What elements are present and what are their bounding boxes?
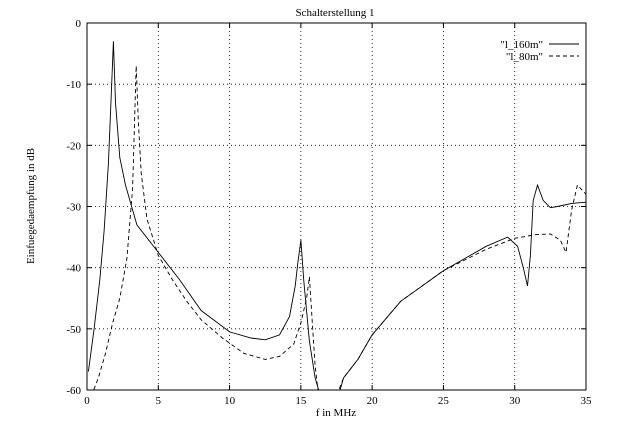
y-tick-label: 0 — [76, 18, 82, 30]
x-tick-label: 25 — [438, 395, 450, 407]
x-tick-label: 10 — [224, 395, 236, 407]
series-layer — [87, 41, 586, 390]
x-tick-label: 35 — [581, 395, 593, 407]
y-tick-label: -30 — [66, 202, 81, 214]
x-tick-label: 30 — [509, 395, 521, 407]
x-tick-label: 0 — [84, 395, 90, 407]
axis-ticks: 0 5 10 15 20 25 30 35 0 -10 -20 -30 -40 -50 -60 — [66, 18, 592, 407]
series-line-2 — [93, 65, 586, 390]
y-tick-label: -20 — [66, 140, 81, 152]
y-tick-label: -10 — [66, 79, 81, 91]
y-tick-label: -40 — [66, 263, 81, 275]
x-tick-label: 15 — [295, 395, 307, 407]
legend: "l_160m""l_80m" — [500, 39, 579, 63]
legend-label: "l_80m" — [506, 51, 543, 63]
chart-title: Schalterstellung 1 — [295, 7, 374, 19]
legend-label: "l_160m" — [500, 39, 543, 51]
x-axis-label: f in MHz — [316, 407, 356, 419]
x-tick-label: 5 — [156, 395, 162, 407]
y-tick-label: -50 — [66, 324, 81, 336]
y-axis-label: Einfuegedaempfung in dB — [25, 148, 37, 264]
x-tick-label: 20 — [367, 395, 379, 407]
grid-lines — [87, 23, 586, 390]
y-tick-label: -60 — [66, 385, 81, 397]
series-line-1 — [87, 41, 586, 390]
